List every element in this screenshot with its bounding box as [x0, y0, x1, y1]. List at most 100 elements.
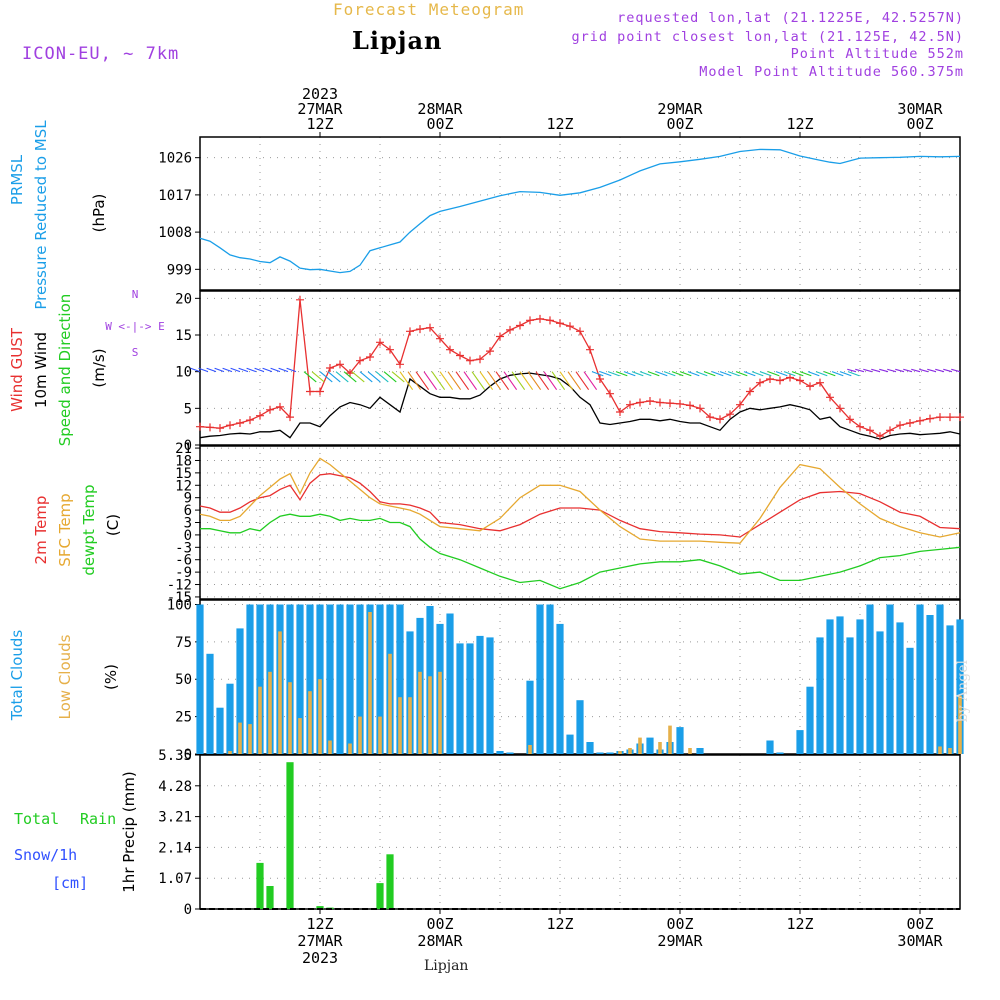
wind-series-10m-wind [199, 372, 961, 440]
wind-gust-marker [946, 413, 954, 422]
wind-gust-marker [466, 356, 474, 365]
wind-ytick-label: 15 [175, 328, 192, 344]
wind-direction-arrow [415, 371, 430, 391]
wind-direction-arrow [607, 371, 620, 377]
chart-title: Forecast Meteogram [333, 0, 525, 19]
temperature-ytick-label: 6 [184, 503, 192, 519]
wind-direction-arrow [311, 371, 325, 383]
compass-row: W <-|-> E [105, 320, 165, 333]
clouds-bar-total [206, 653, 214, 754]
wind-gust-marker [676, 399, 684, 408]
precip-bar [386, 854, 394, 909]
wind-direction-arrow [407, 371, 422, 391]
wind-gust-marker [846, 415, 854, 424]
wind-direction-arrow [911, 368, 921, 373]
clouds-bar-total [816, 637, 824, 754]
wind-direction-arrow [759, 371, 772, 377]
wind-direction-arrow [871, 368, 881, 373]
clouds-bar-low [248, 724, 252, 754]
bottom-location-label: Lipjan [424, 958, 469, 974]
wind-gust-marker [826, 393, 834, 402]
pressure-ylabel-unit: (hPa) [90, 194, 108, 233]
wind-gust-marker [266, 405, 274, 414]
wind-direction-arrow [471, 371, 486, 391]
clouds-bar-low [298, 718, 302, 754]
wind-gust-marker [796, 376, 804, 385]
wind-series-wind-gust [199, 299, 960, 437]
clouds-bar-total [876, 631, 884, 754]
wind-direction-arrow [815, 371, 828, 377]
wind-direction-arrow [615, 371, 628, 377]
wind-gust-marker [726, 410, 734, 419]
clouds-bar-total [676, 727, 684, 754]
wind-direction-arrow [278, 367, 289, 373]
clouds-bar-total [226, 683, 234, 754]
wind-gust-marker [616, 408, 624, 416]
wind-gust-marker [506, 325, 514, 334]
temperature-ytick-label: 18 [175, 453, 192, 469]
wind-direction-arrow [743, 371, 756, 377]
wind-direction-arrow [351, 371, 365, 383]
wind-gust-marker [286, 413, 294, 422]
wind-direction-arrow [575, 371, 590, 391]
wind-direction-arrow [799, 371, 812, 377]
wind-direction-arrow [847, 368, 857, 373]
wind-gust-marker [276, 402, 284, 411]
wind-direction-arrow [735, 371, 748, 377]
wind-gust-marker [356, 356, 364, 365]
wind-gust-marker [306, 387, 314, 396]
clouds-bar-low [618, 751, 622, 754]
precip-ytick-label: 1.07 [158, 871, 192, 887]
clouds-ytick-label: 0 [184, 747, 192, 763]
pressure-frame [199, 136, 961, 291]
bottom-time-label: 12Z [546, 915, 573, 933]
wind-gust-marker [346, 369, 354, 378]
top-time-label: 27MAR [297, 100, 343, 118]
bottom-time-label: 30MAR [897, 932, 943, 950]
wind-direction-arrow [567, 371, 582, 391]
precip-bar [266, 886, 274, 909]
wind-direction-arrow [527, 371, 542, 391]
wind-ytick-label: 5 [184, 401, 192, 417]
clouds-bar-low [408, 697, 412, 754]
clouds-bar-low [628, 748, 632, 754]
clouds-bar-low [258, 686, 262, 754]
wind-direction-arrow [319, 371, 333, 383]
clouds-bar-total [646, 737, 654, 754]
clouds-bar-low [268, 671, 272, 754]
clouds-bar-total [866, 604, 874, 754]
wind-gust-marker [746, 387, 754, 396]
signature-watermark: by Angel [955, 660, 971, 723]
wind-ylabel-gust: Wind GUST [8, 327, 26, 412]
wind-direction-arrow [887, 368, 897, 373]
wind-direction-arrow [238, 367, 249, 373]
wind-direction-arrow [335, 371, 349, 383]
pressure-series-prmsl [199, 148, 961, 274]
wind-gust-marker [256, 411, 264, 420]
wind-gust-marker [606, 389, 614, 398]
wind-direction-arrow [222, 367, 233, 373]
clouds-bar-low [368, 612, 372, 754]
precip-ytick-label: 5.35 [158, 748, 192, 764]
clouds-bar-low [318, 679, 322, 754]
wind-gust-marker [326, 364, 334, 372]
clouds-bar-total [326, 604, 334, 754]
wind-direction-arrow [847, 371, 860, 377]
top-time-label: 12Z [786, 115, 813, 133]
wind-direction-arrow [895, 368, 905, 373]
clouds-bar-total [236, 628, 244, 754]
wind-gust-marker [576, 327, 584, 336]
wind-gust-marker [446, 345, 454, 354]
wind-direction-arrow [206, 367, 217, 373]
clouds-bar-total [696, 748, 704, 754]
clouds-bar-total [546, 604, 554, 754]
wind-frame [199, 290, 961, 446]
wind-direction-arrow [391, 371, 405, 383]
wind-direction-arrow [687, 371, 700, 377]
wind-gust-marker [496, 332, 504, 341]
wind-gust-marker [226, 421, 234, 430]
bottom-time-label: 28MAR [417, 932, 463, 950]
wind-gust-marker [296, 295, 304, 304]
wind-ytick-label: 20 [175, 291, 192, 307]
wind-direction-arrow [679, 371, 692, 377]
